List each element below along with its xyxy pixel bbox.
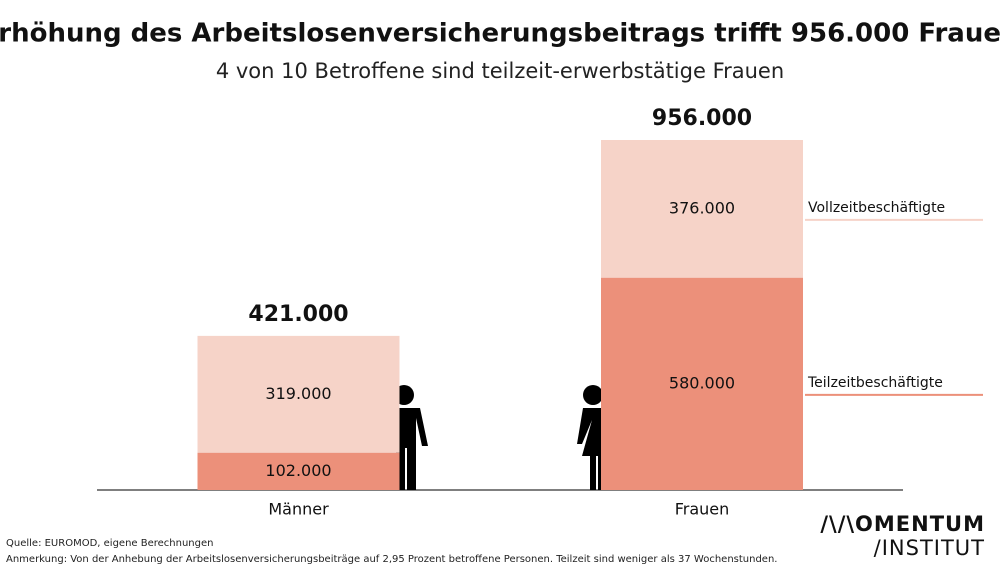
chart-subtitle: 4 von 10 Betroffene sind teilzeit-erwerb… [216, 59, 784, 83]
note: Anmerkung: Von der Anhebung der Arbeitsl… [6, 554, 777, 565]
chart-title: Erhöhung des Arbeitslosenversicherungsbe… [0, 19, 1000, 49]
logo: /\/\OMENTUM [820, 512, 985, 536]
bar-segment [601, 277, 803, 490]
legend-label: Vollzeitbeschäftigte [808, 200, 945, 216]
bar-segment [197, 335, 400, 453]
value-label: 319.000 [265, 384, 331, 403]
total-label: 956.000 [652, 106, 752, 131]
category-label: Frauen [675, 500, 730, 519]
legend-label: Teilzeitbeschäftigte [807, 375, 943, 391]
value-label: 376.000 [669, 198, 735, 217]
total-label: 421.000 [248, 302, 348, 327]
logo: /INSTITUT [874, 536, 985, 560]
bar-segment [601, 140, 803, 278]
value-label: 580.000 [669, 373, 735, 392]
source: Quelle: EUROMOD, eigene Berechnungen [6, 538, 213, 549]
category-label: Männer [268, 500, 329, 519]
value-label: 102.000 [265, 461, 331, 480]
bar-segment [197, 452, 400, 490]
